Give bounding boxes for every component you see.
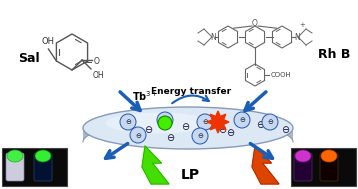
Text: ⊖: ⊖: [162, 118, 168, 123]
Text: ⊖: ⊖: [144, 125, 152, 135]
FancyBboxPatch shape: [2, 148, 67, 186]
Text: Rh B: Rh B: [318, 49, 350, 61]
Ellipse shape: [321, 150, 337, 162]
Text: Energy transfer: Energy transfer: [151, 87, 231, 96]
Text: ⊖: ⊖: [239, 118, 245, 123]
Polygon shape: [142, 146, 169, 184]
Ellipse shape: [295, 150, 311, 162]
Polygon shape: [207, 111, 229, 133]
Text: ⊖: ⊖: [181, 122, 189, 132]
Text: N: N: [294, 33, 300, 42]
Polygon shape: [252, 146, 279, 184]
Text: +: +: [299, 22, 305, 28]
Text: ⊖: ⊖: [197, 133, 203, 139]
Text: ⊖: ⊖: [226, 128, 234, 138]
Circle shape: [197, 114, 213, 130]
Text: ⊖: ⊖: [267, 119, 273, 125]
Ellipse shape: [83, 107, 293, 149]
Text: ⊖: ⊖: [125, 119, 131, 125]
Text: Tb$^{3+}$: Tb$^{3+}$: [132, 89, 158, 103]
Circle shape: [130, 127, 146, 143]
Ellipse shape: [7, 150, 23, 162]
Text: OH: OH: [42, 37, 55, 46]
FancyBboxPatch shape: [294, 153, 312, 181]
FancyBboxPatch shape: [34, 153, 52, 181]
Text: OH: OH: [93, 71, 105, 80]
Text: ⊖: ⊖: [202, 119, 208, 125]
Text: ⊖: ⊖: [256, 120, 264, 130]
Text: ⊖: ⊖: [166, 133, 174, 143]
Text: COOH: COOH: [271, 72, 292, 78]
FancyBboxPatch shape: [320, 153, 338, 181]
Text: N: N: [210, 33, 216, 42]
Text: Sal: Sal: [18, 51, 40, 64]
Circle shape: [157, 112, 173, 128]
FancyBboxPatch shape: [6, 153, 24, 181]
Text: ⊖: ⊖: [281, 125, 289, 135]
Circle shape: [158, 116, 172, 130]
Ellipse shape: [106, 112, 211, 133]
Text: O: O: [94, 57, 100, 66]
Circle shape: [120, 114, 136, 130]
FancyBboxPatch shape: [291, 148, 356, 186]
Circle shape: [262, 114, 278, 130]
Text: ⊖: ⊖: [218, 125, 226, 135]
Polygon shape: [83, 107, 293, 142]
Text: O: O: [252, 19, 258, 28]
Circle shape: [192, 128, 208, 144]
Circle shape: [234, 112, 250, 128]
Text: ⊖: ⊖: [135, 132, 141, 139]
Text: LP: LP: [180, 168, 199, 182]
Ellipse shape: [35, 150, 51, 162]
